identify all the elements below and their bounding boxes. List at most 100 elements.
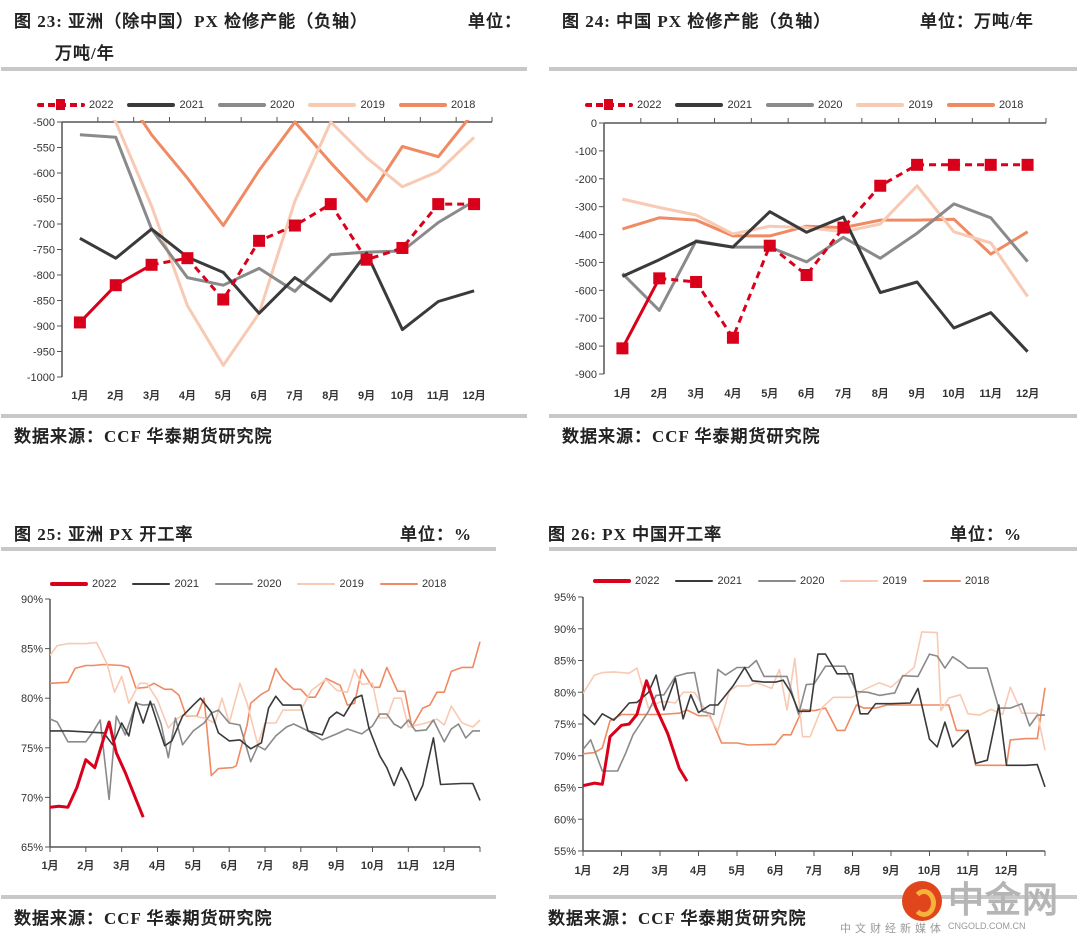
x-tick-label: 4月	[724, 387, 741, 400]
legend-item-2019: 2019	[297, 578, 364, 590]
y-tick-label: 75%	[554, 719, 576, 731]
legend-label: 2018	[421, 578, 447, 590]
y-tick-label: 70%	[554, 751, 576, 763]
legend-label: 2020	[817, 99, 843, 111]
figure-26-title: 图 26: PX 中国开工率	[548, 525, 723, 544]
data-point-2022	[616, 342, 629, 355]
legend-label: 2018	[450, 99, 476, 111]
legend-fig23: 2022 2021 2020 2019 2018	[37, 99, 475, 111]
data-point-2022	[145, 258, 158, 271]
figure-26-source: 数据来源：CCF 华泰期货研究院	[548, 909, 807, 928]
y-tick-label: 0	[591, 118, 597, 130]
series-line-2018	[139, 120, 470, 227]
series-line-2021	[583, 653, 1046, 788]
series-line-2021	[621, 210, 1029, 353]
y-tick-label: -550	[33, 143, 55, 155]
x-tick-label: 3月	[651, 864, 668, 877]
x-tick-label: 11月	[957, 864, 980, 877]
legend-label: 2022	[635, 575, 660, 587]
legend-swatch-2019	[308, 103, 357, 107]
legend-label: 2019	[882, 575, 907, 587]
series-line-2022-dashed	[151, 202, 475, 303]
legend-swatch-2020	[214, 583, 253, 585]
y-tick-label: -600	[33, 168, 55, 180]
y-tick-label: -300	[575, 202, 597, 214]
figure-23-unit: 单位：	[468, 12, 522, 31]
x-tick-label: 12月	[1016, 387, 1039, 400]
legend-item-2019: 2019	[856, 99, 933, 111]
legend-swatch-2020	[765, 103, 814, 107]
legend-label: 2020	[269, 99, 295, 111]
x-tick-label: 7月	[835, 387, 852, 400]
legend-label: 2021	[174, 578, 199, 590]
x-tick-label: 2月	[613, 864, 630, 877]
x-tick-label: 12月	[462, 389, 485, 402]
x-tick-label: 3月	[143, 389, 160, 402]
y-tick-label: -1000	[27, 372, 55, 384]
legend-swatch-2018	[379, 583, 418, 585]
series-line-2022	[583, 679, 689, 788]
divider	[549, 547, 1077, 551]
series-line-2020	[50, 702, 480, 801]
x-tick-label: 5月	[728, 864, 745, 877]
legend-item-2020: 2020	[214, 578, 282, 590]
figure-25-unit: 单位：%	[400, 525, 472, 544]
figure-23-unit-line2: 万吨/年	[55, 44, 115, 63]
x-tick-label: 3月	[113, 859, 130, 872]
data-point-2022	[432, 198, 445, 211]
x-tick-label: 1月	[41, 859, 58, 872]
legend-swatch-2022	[585, 99, 633, 110]
legend-swatch-2020	[757, 580, 796, 582]
data-point-2022	[947, 158, 960, 171]
y-tick-label: 90%	[554, 624, 576, 636]
x-tick-label: 5月	[185, 859, 202, 872]
x-tick-label: 12月	[433, 859, 456, 872]
series-line-2018	[621, 216, 1029, 256]
figure-23-source: 数据来源：CCF 华泰期货研究院	[14, 427, 273, 446]
divider	[1, 414, 527, 418]
legend-item-2020: 2020	[765, 99, 843, 111]
series-line-2019	[112, 120, 476, 367]
data-point-2022	[763, 239, 776, 252]
x-tick-label: 8月	[872, 387, 889, 400]
data-point-2022	[181, 252, 194, 265]
legend-item-2021: 2021	[675, 99, 752, 111]
legend-label: 2019	[339, 578, 364, 590]
x-tick-label: 6月	[767, 864, 784, 877]
series-line-2019	[50, 641, 481, 746]
cngold-logo-icon	[902, 881, 942, 921]
legend-swatch-2019	[297, 583, 336, 585]
y-tick-label: 70%	[21, 792, 43, 804]
x-tick-label: 10月	[918, 864, 941, 877]
legend-item-2018: 2018	[398, 99, 476, 111]
x-tick-label: 6月	[251, 389, 268, 402]
legend-label: 2020	[256, 578, 282, 590]
data-point-2022	[73, 316, 86, 329]
divider	[549, 67, 1077, 71]
x-tick-label: 7月	[805, 864, 822, 877]
y-tick-label: 65%	[21, 842, 43, 854]
watermark-tagline: 中文财经新媒体	[840, 923, 945, 935]
x-tick-label: 7月	[256, 859, 273, 872]
legend-swatch-2018	[946, 103, 995, 107]
y-tick-label: -900	[33, 321, 55, 333]
x-tick-label: 4月	[149, 859, 166, 872]
legend-swatch-2021	[675, 580, 714, 582]
legend-swatch-2019	[856, 103, 905, 107]
x-tick-label: 11月	[427, 389, 450, 402]
series-line-2019	[622, 184, 1029, 298]
legend-item-2019: 2019	[840, 575, 907, 587]
legend-label: 2021	[727, 99, 752, 111]
figure-24-title: 图 24: 中国 PX 检修产能（负轴）	[562, 12, 832, 31]
legend-item-2022: 2022	[37, 99, 113, 111]
legend-swatch-2020	[217, 103, 266, 107]
figure-25-source: 数据来源：CCF 华泰期货研究院	[14, 909, 273, 928]
legend-label: 2022	[89, 99, 114, 111]
legend-swatch-2018	[398, 103, 447, 107]
series-line-2022	[50, 720, 145, 818]
y-tick-label: -750	[33, 245, 55, 257]
x-tick-label: 9月	[358, 389, 375, 402]
y-tick-label: 90%	[21, 594, 43, 606]
